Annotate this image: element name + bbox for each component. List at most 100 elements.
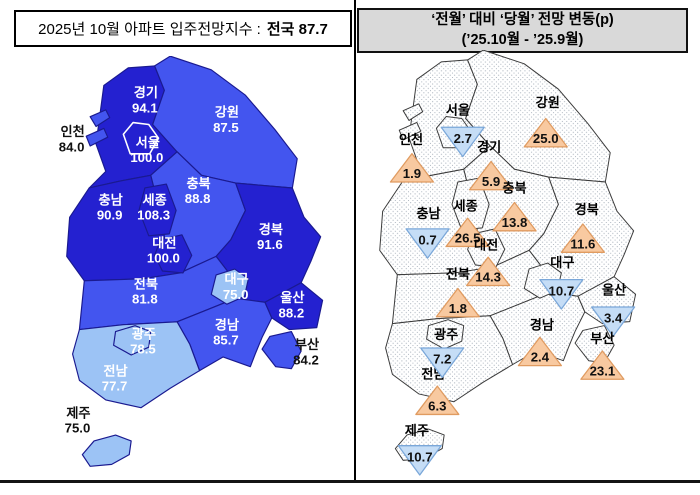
- down-triangle-icon-jeju: [397, 445, 442, 476]
- region-gwangju-outline: [426, 319, 465, 350]
- region-name-label-ulsan: 울산: [280, 289, 304, 305]
- region-value-label-gwangju: 78.5: [130, 342, 156, 357]
- up-triangle-icon-daejeon: [466, 256, 511, 287]
- region-name-label-jeju: 제주: [405, 423, 429, 438]
- region-value-label-daejeon: 100.0: [147, 251, 180, 266]
- region-incheon-outline: [398, 103, 424, 141]
- right-title-line1: ‘전월’ 대비 ‘당월’ 전망 변동(p): [431, 11, 614, 28]
- region-value-label-gyeongnam: 85.7: [213, 333, 239, 348]
- up-triangle-icon-gyeongnam: [517, 336, 563, 367]
- panel-divider: [354, 0, 356, 482]
- change-value-label-chungbuk: 13.8: [502, 215, 528, 230]
- right-header: ‘전월’ 대비 ‘당월’ 전망 변동(p) (’25.10월 - ’25.9월): [357, 8, 688, 53]
- up-triangle-icon-jeonnam: [415, 385, 460, 416]
- change-value-label-sejong: 26.5: [455, 231, 481, 246]
- region-value-label-chungnam: 90.9: [97, 208, 123, 223]
- region-name-label-chungnam: 충남: [99, 192, 123, 208]
- region-name-label-jeonbuk: 전북: [446, 266, 470, 282]
- change-value-label-gyeongbuk: 11.6: [570, 236, 595, 251]
- change-value-label-ulsan: 3.4: [604, 311, 623, 326]
- down-triangle-icon-seoul: [440, 126, 485, 158]
- region-seoul: [122, 121, 160, 155]
- region-name-label-gyeonggi: 경기: [134, 84, 158, 100]
- region-value-label-gyeongbuk: 91.6: [257, 237, 283, 252]
- down-triangle-icon-chungnam: [405, 228, 450, 259]
- up-triangle-icon-sejong: [445, 217, 490, 248]
- left-title-prefix: 2025년 10월 아파트 입주전망지수 :: [38, 21, 261, 38]
- region-name-label-daejeon: 대전: [152, 235, 176, 251]
- change-value-label-jeju: 10.7: [407, 449, 433, 464]
- region-name-label-chungbuk: 충북: [502, 181, 526, 196]
- region-name-label-jeju: 제주: [66, 405, 90, 420]
- region-name-label-gwangju: 광주: [132, 326, 156, 341]
- change-value-label-busan: 23.1: [590, 363, 616, 378]
- change-value-label-chungnam: 0.7: [418, 232, 436, 247]
- region-name-label-gangwon: 강원: [536, 94, 560, 110]
- region-name-label-chungnam: 충남: [416, 205, 440, 221]
- region-name-label-jeonnam: 전남: [103, 363, 127, 379]
- region-incheon: [85, 109, 111, 147]
- change-value-label-gangwon: 25.0: [533, 131, 559, 146]
- change-value-label-gyeonggi: 5.9: [482, 174, 500, 189]
- bottom-border: [0, 480, 700, 483]
- change-value-label-incheon: 1.9: [403, 166, 421, 181]
- change-value-label-gwangju: 7.2: [433, 352, 451, 367]
- down-triangle-icon-ulsan: [591, 306, 636, 337]
- left-title-strong: 전국 87.7: [266, 21, 328, 38]
- region-name-label-daejeon: 대전: [474, 236, 498, 252]
- left-header: 2025년 10월 아파트 입주전망지수 : 전국 87.7: [14, 10, 352, 47]
- up-triangle-icon-gangwon: [523, 117, 568, 148]
- region-value-label-jeonnam: 77.7: [102, 379, 128, 394]
- region-gwangju: [113, 325, 152, 356]
- region-name-label-busan: 부산: [295, 336, 319, 352]
- region-name-label-jeonbuk: 전북: [134, 276, 158, 292]
- region-name-label-gyeonggi: 경기: [477, 139, 501, 155]
- change-value-label-seoul: 2.7: [454, 131, 472, 146]
- region-value-label-daegu: 75.0: [223, 287, 249, 302]
- change-value-label-gyeongnam: 2.4: [531, 350, 550, 365]
- up-triangle-icon-jeonbuk: [435, 287, 480, 318]
- up-triangle-icon-incheon: [389, 153, 435, 183]
- region-name-label-gangwon: 강원: [215, 104, 239, 120]
- region-daejeon: [154, 234, 193, 274]
- region-sejong: [138, 183, 177, 237]
- region-value-label-jeju: 75.0: [65, 421, 91, 436]
- region-name-label-incheon: 인천: [399, 131, 423, 147]
- down-triangle-icon-gwangju: [420, 347, 465, 378]
- region-name-label-daegu: 대구: [550, 255, 574, 270]
- region-name-label-sejong: 세종: [142, 193, 166, 208]
- region-value-label-chungbuk: 88.8: [185, 191, 211, 206]
- region-name-label-daegu: 대구: [225, 272, 249, 287]
- up-triangle-icon-busan: [580, 350, 625, 380]
- region-name-label-incheon: 인천: [60, 123, 84, 139]
- region-name-label-gyeongnam: 경남: [215, 317, 239, 333]
- region-name-label-gyeongbuk: 경북: [575, 201, 599, 217]
- region-name-label-gyeongnam: 경남: [530, 316, 554, 332]
- region-value-label-sejong: 108.3: [137, 208, 170, 223]
- region-name-label-gyeongbuk: 경북: [259, 221, 283, 237]
- region-busan: [261, 330, 302, 370]
- region-name-label-ulsan: 울산: [602, 281, 626, 297]
- region-value-label-ulsan: 88.2: [279, 305, 305, 320]
- up-triangle-icon-chungbuk: [492, 201, 537, 232]
- region-name-label-busan: 부산: [590, 330, 614, 346]
- up-triangle-icon-gyeonggi: [468, 160, 514, 191]
- region-value-label-incheon: 84.0: [59, 139, 85, 154]
- region-value-label-gyeonggi: 94.1: [132, 100, 158, 115]
- region-value-label-gangwon: 87.5: [213, 120, 239, 135]
- change-value-label-daegu: 10.7: [549, 283, 575, 298]
- region-name-label-sejong: 세종: [454, 198, 478, 213]
- change-value-label-jeonnam: 6.3: [428, 399, 446, 414]
- region-jeonnam: [71, 321, 201, 409]
- region-name-label-seoul: 서울: [446, 102, 470, 118]
- region-name-label-seoul: 서울: [136, 134, 160, 150]
- region-name-label-chungbuk: 충북: [186, 176, 210, 191]
- right-title-line2: (’25.10월 - ’25.9월): [461, 31, 584, 48]
- region-value-label-jeonbuk: 81.8: [132, 292, 158, 307]
- down-triangle-icon-daegu: [539, 279, 584, 310]
- region-value-label-busan: 84.2: [293, 352, 319, 367]
- change-value-label-daejeon: 14.3: [475, 270, 501, 285]
- change-map: 경기5.9강원25.0충북13.8충남0.7경북11.6전북1.8경남2.4전남…: [379, 50, 637, 476]
